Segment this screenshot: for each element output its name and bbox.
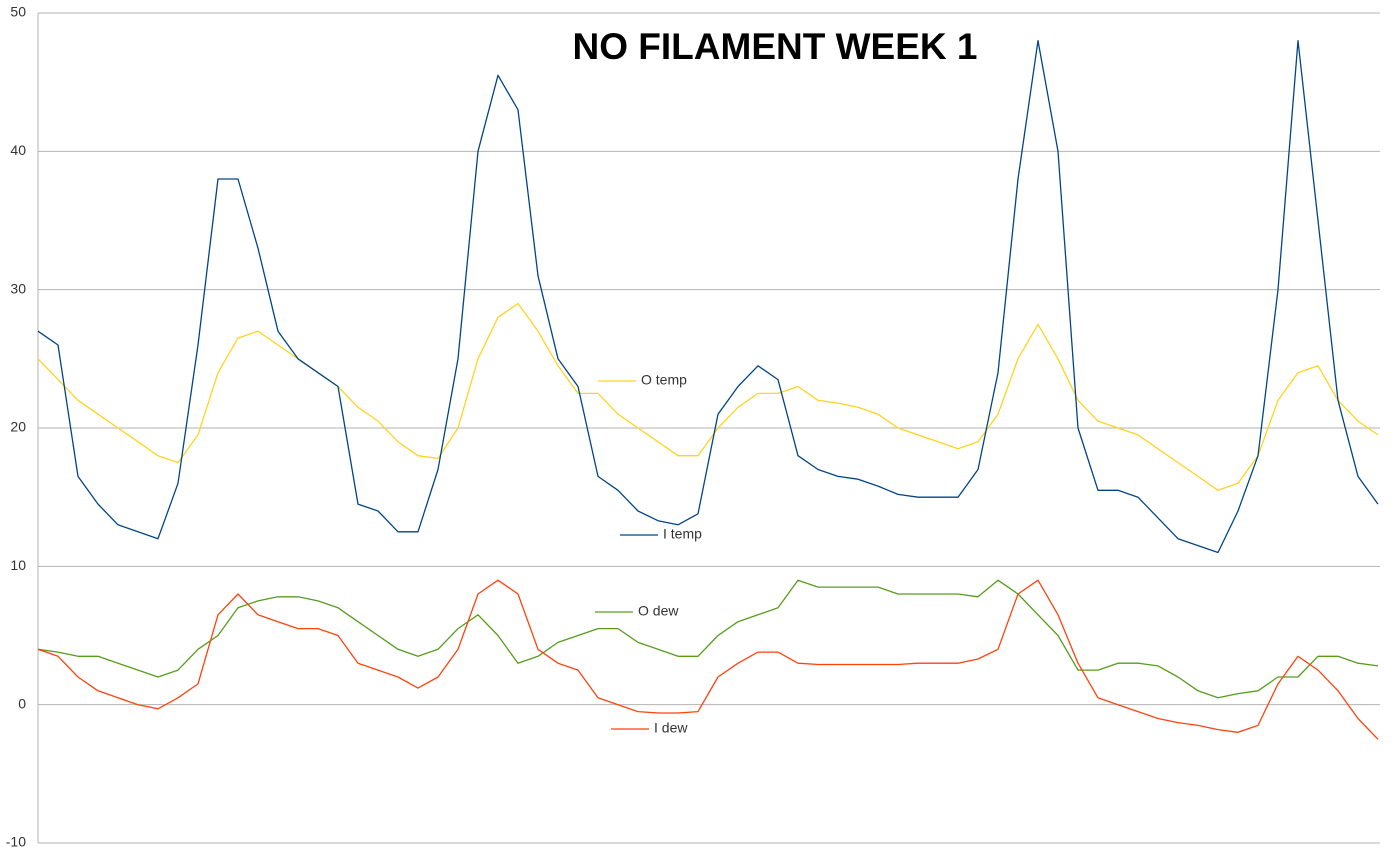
legend-label: I dew: [654, 720, 688, 736]
series-line: [37, 579, 1379, 699]
y-tick-label: 10: [10, 557, 26, 573]
y-tick-label: 40: [10, 142, 26, 158]
y-tick-label: 20: [10, 419, 26, 435]
legend-label: O dew: [638, 603, 679, 619]
series-line: [37, 302, 1379, 491]
y-tick-label: 50: [10, 4, 26, 20]
y-tick-label: 30: [10, 280, 26, 296]
legend-label: O temp: [641, 372, 687, 388]
chart-title: NO FILAMENT WEEK 1: [573, 26, 978, 67]
legend-label: I temp: [663, 526, 702, 542]
y-tick-label: -10: [6, 834, 26, 850]
series-line: [37, 40, 1379, 554]
y-tick-label: 0: [18, 695, 26, 711]
series-line: [37, 579, 1379, 740]
